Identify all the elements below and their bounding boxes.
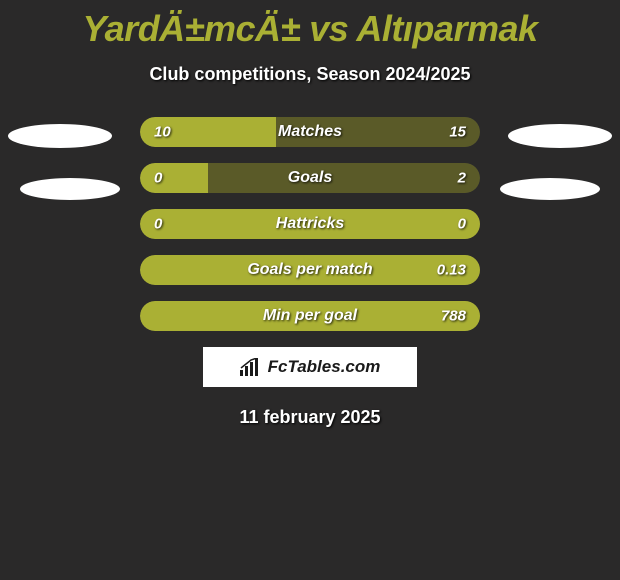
decorative-ellipse: [8, 124, 112, 148]
stat-value-right: 788: [441, 308, 466, 325]
stat-value-right: 0: [458, 216, 466, 233]
decorative-ellipse: [508, 124, 612, 148]
comparison-title: YardÄ±mcÄ± vs Altıparmak: [0, 0, 620, 50]
decorative-ellipse: [20, 178, 120, 200]
stat-label: Goals: [288, 169, 332, 187]
chart-icon: [240, 358, 262, 376]
comparison-subtitle: Club competitions, Season 2024/2025: [0, 64, 620, 85]
logo-text: FcTables.com: [268, 357, 381, 377]
stat-value-left: 10: [154, 124, 171, 141]
stat-label: Matches: [278, 123, 342, 141]
stat-row-min-per-goal: Min per goal 788: [140, 301, 480, 331]
stat-value-right: 2: [458, 170, 466, 187]
footer-date: 11 february 2025: [0, 407, 620, 428]
stats-bars: 10 Matches 15 0 Goals 2 0 Hattricks 0 Go…: [140, 117, 480, 331]
stat-bar-right: [208, 163, 480, 193]
stat-label: Min per goal: [263, 307, 357, 325]
fctables-logo[interactable]: FcTables.com: [203, 347, 417, 387]
stat-value-left: 0: [154, 216, 162, 233]
stat-value-right: 15: [449, 124, 466, 141]
stat-row-goals-per-match: Goals per match 0.13: [140, 255, 480, 285]
stat-row-matches: 10 Matches 15: [140, 117, 480, 147]
stat-label: Hattricks: [276, 215, 344, 233]
decorative-ellipse: [500, 178, 600, 200]
stat-row-hattricks: 0 Hattricks 0: [140, 209, 480, 239]
stat-row-goals: 0 Goals 2: [140, 163, 480, 193]
stat-bar-left: [140, 163, 208, 193]
stat-label: Goals per match: [247, 261, 372, 279]
stat-value-right: 0.13: [437, 262, 466, 279]
stat-value-left: 0: [154, 170, 162, 187]
